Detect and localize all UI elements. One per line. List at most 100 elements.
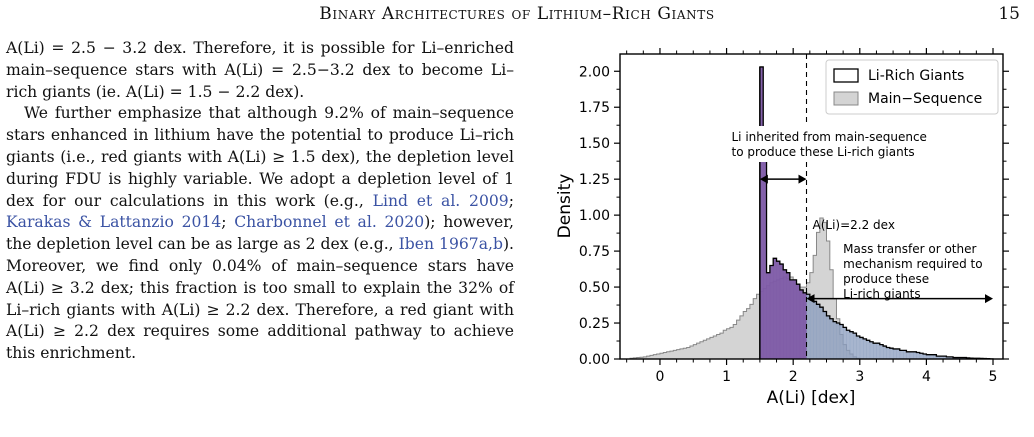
x-tick-label: 2 [789, 369, 798, 385]
li-rich-bar [916, 352, 921, 359]
y-tick-label: 1.25 [579, 172, 610, 188]
citation-lind-2009[interactable]: Lind et al. 2009 [372, 191, 509, 210]
citation-karakas-2014[interactable]: Karakas & Lattanzio 2014 [6, 213, 222, 232]
li-rich-bar [873, 343, 877, 359]
li-rich-bar [813, 301, 817, 359]
li-rich-bar [866, 340, 871, 359]
li-rich-bar [823, 311, 827, 359]
y-axis-label: Density [555, 174, 575, 239]
inherited-label-background [728, 126, 903, 162]
citation-separator: ; [221, 213, 235, 232]
li-rich-bar [766, 272, 771, 359]
inherited-arrow-head-right [798, 174, 807, 184]
li-rich-bar [779, 264, 784, 359]
citation-iben-1967[interactable]: Iben 1967a,b [398, 235, 503, 254]
chart-legend: Li-Rich Giants Main−Sequence [825, 59, 999, 115]
reference-line-label: A(Li)=2.2 dex [813, 218, 895, 232]
legend-label-main-sequence: Main−Sequence [868, 91, 982, 107]
li-rich-bar [799, 289, 804, 359]
li-rich-outline [759, 66, 994, 360]
li-rich-bar [773, 258, 777, 359]
li-rich-bar [853, 333, 857, 359]
li-rich-bar [789, 279, 794, 359]
mass-transfer-arrow-head-left [806, 294, 815, 304]
axis-ticks: 0 1 2 3 4 5 0.00 0.25 0.50 0.75 1.00 1.25 1.50 1.75 2.… [579, 48, 1009, 385]
li-rich-bar [943, 356, 947, 359]
legend-swatch-main-sequence [833, 91, 859, 106]
body-text: A(Li) = 2.5 − 3.2 dex. Therefore, it is … [6, 38, 514, 365]
li-rich-bar [829, 318, 834, 359]
li-rich-bar [919, 353, 924, 359]
legend-swatch-li-rich [833, 68, 859, 83]
li-rich-shading [759, 66, 994, 359]
li-rich-bar [816, 304, 821, 359]
citation-charbonnel-2020[interactable]: Charbonnel et al. 2020 [234, 213, 425, 232]
mass-transfer-annotation-line: mechanism required to [843, 257, 982, 271]
li-rich-bar [856, 335, 861, 359]
x-tick-label: 0 [656, 369, 665, 385]
paragraph-2-text-c: ). Moreover, we find only 0.04% of main–… [6, 235, 514, 363]
y-tick-label: 0.75 [579, 244, 610, 260]
li-rich-bar [939, 356, 944, 359]
li-rich-bar [876, 343, 881, 359]
paragraph-2-text-b: ); however, the depletion level can be a… [6, 213, 514, 254]
li-rich-bar [783, 269, 787, 359]
li-rich-bar [959, 357, 964, 359]
paragraph-2-text-a: We further emphasize that although 9.2% … [6, 104, 514, 210]
li-rich-bar [963, 357, 967, 359]
li-rich-histogram [759, 66, 994, 360]
mass-transfer-arrow-head-right [985, 294, 994, 304]
mass-transfer-annotation-line: Mass transfer or other [843, 242, 976, 256]
li-rich-bar [946, 356, 951, 359]
y-tick-label: 1.50 [579, 136, 610, 152]
li-rich-bar [929, 354, 934, 359]
li-rich-bar [906, 351, 911, 359]
li-rich-bar [903, 350, 907, 359]
li-rich-bar [836, 323, 841, 359]
li-rich-bar [793, 279, 797, 359]
li-rich-bar [936, 356, 941, 359]
li-rich-bar [913, 351, 917, 359]
li-rich-bar [949, 356, 954, 359]
li-rich-bar [839, 324, 844, 359]
li-rich-bar [806, 294, 811, 359]
main-sequence-outline [629, 217, 861, 359]
li-rich-bar [863, 338, 867, 359]
li-rich-bar [926, 354, 931, 359]
li-rich-bar [796, 284, 801, 359]
li-rich-bar [786, 272, 791, 359]
y-tick-label: 1.75 [579, 100, 610, 116]
li-rich-bar [909, 351, 914, 359]
mass-transfer-annotation-line: Li-rich giants [843, 287, 921, 301]
li-rich-bar [769, 265, 774, 359]
x-tick-label: 1 [722, 369, 731, 385]
li-rich-bar [809, 298, 814, 359]
li-rich-bar [883, 346, 887, 359]
y-tick-label: 1.00 [579, 208, 610, 224]
li-rich-bar [803, 292, 807, 359]
y-tick-label: 0.50 [579, 280, 610, 296]
li-rich-bar [899, 350, 904, 359]
li-rich-bar [776, 261, 781, 359]
inherited-annotation-line: to produce these Li-rich giants [732, 145, 915, 159]
plot-frame [619, 53, 1004, 360]
li-rich-bar [879, 344, 884, 359]
li-rich-bar [843, 327, 847, 359]
li-rich-bar [953, 357, 957, 359]
li-rich-bar [826, 315, 831, 359]
inherited-arrow-head-left [759, 174, 768, 184]
paragraph-1: A(Li) = 2.5 − 3.2 dex. Therefore, it is … [6, 39, 514, 101]
inherited-annotation-line: Li inherited from main-sequence [732, 130, 927, 144]
li-rich-bar [759, 66, 764, 359]
legend-frame [825, 59, 999, 115]
running-title: Binary Architectures of Lithium–Rich Gia… [319, 4, 715, 24]
lithium-histogram-chart: A(Li)=2.2 dex Li inherited from main-seq… [555, 48, 1009, 408]
page-number: 15 [998, 4, 1020, 24]
li-rich-bar [819, 307, 824, 359]
x-tick-label: 3 [855, 369, 864, 385]
x-tick-label: 4 [922, 369, 931, 385]
mass-transfer-annotation-line: produce these [843, 272, 929, 286]
li-rich-bar [849, 331, 854, 359]
li-rich-bar [763, 157, 767, 359]
